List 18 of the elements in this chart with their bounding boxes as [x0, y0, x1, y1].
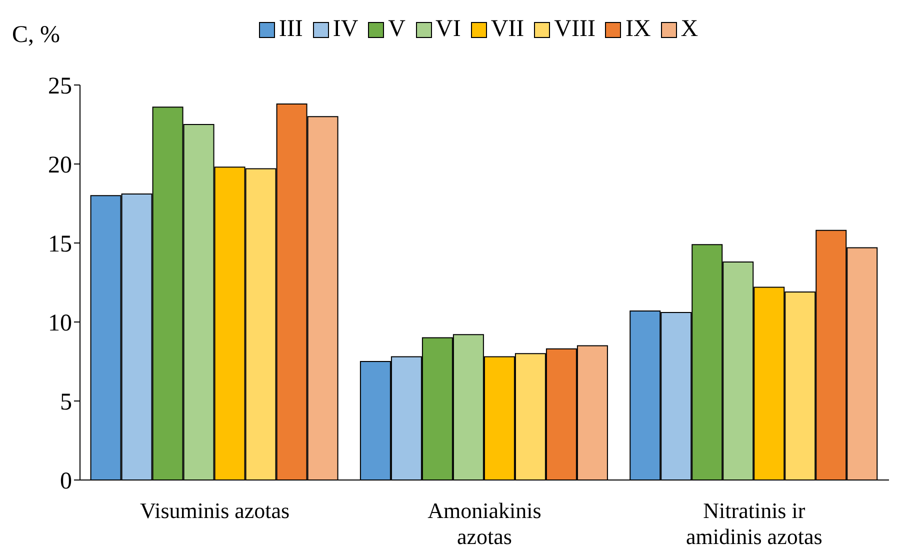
legend-label: VI [436, 16, 461, 43]
legend-label: III [278, 16, 303, 43]
y-tick-label: 5 [60, 390, 72, 416]
y-tick-label: 20 [48, 152, 72, 179]
y-tick-label: 0 [60, 468, 72, 495]
legend-label: IX [625, 16, 651, 43]
legend-label: V [388, 16, 406, 43]
x-tick-label: Amoniakinis azotas [428, 498, 542, 549]
x-tick-label: Visuminis azotas [140, 498, 290, 523]
y-axis-title: C, % [12, 22, 60, 49]
x-tick-label: Nitratinis ir amidinis azotas [686, 498, 822, 549]
legend-label: X [680, 16, 698, 43]
y-tick-label: 25 [48, 74, 72, 100]
legend-label: VIII [554, 16, 596, 43]
y-tick-label: 15 [48, 232, 72, 258]
legend-label: VII [490, 16, 524, 43]
legend-label: IV [332, 16, 358, 43]
y-tick-label: 10 [48, 310, 72, 337]
